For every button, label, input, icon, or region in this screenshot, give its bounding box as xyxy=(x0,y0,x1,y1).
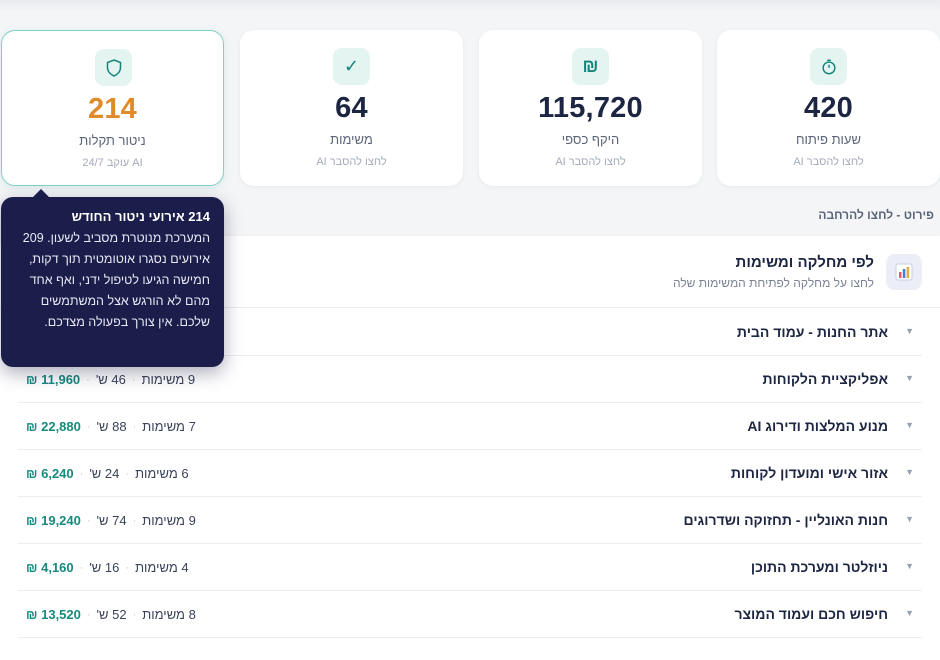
department-row[interactable]: ▼ חיפוש חכם ועמוד המוצר 13,520 ₪ · 52 ש'… xyxy=(18,591,922,638)
separator-dot: · xyxy=(86,514,91,527)
separator-dot: · xyxy=(79,561,84,574)
tooltip-title: 214 אירועי ניטור החודש xyxy=(71,209,210,224)
department-list: ▼ אתר החנות - עמוד הבית ▼ אפליקציית הלקו… xyxy=(18,309,922,638)
section-caption: פירוט - לחצו להרחבה xyxy=(818,208,934,222)
shield-icon xyxy=(95,49,132,86)
chevron-down-icon[interactable]: ▼ xyxy=(905,608,914,618)
department-stats: 22,880 ₪ · 88 ש' · 7 משימות xyxy=(26,419,196,434)
tooltip-body: המערכת מנוטרת מסביב לשעון. 209 אירועים נ… xyxy=(22,231,210,329)
department-tasks: 4 משימות xyxy=(135,560,189,575)
department-name: חיפוש חכם ועמוד המוצר xyxy=(734,606,888,622)
department-hours: 88 ש' xyxy=(96,419,127,434)
panel-header: לפי מחלקה ומשימות לחצו על מחלקה לפתיחת ה… xyxy=(0,236,940,308)
department-stats: 19,240 ₪ · 74 ש' · 9 משימות xyxy=(26,513,196,528)
department-tasks: 6 משימות xyxy=(135,466,189,481)
shekel-icon: ₪ xyxy=(572,48,609,85)
top-shade xyxy=(0,0,940,12)
kpi-card-money[interactable]: ₪ 115,720 היקף כספי לחצו להסבר AI xyxy=(479,30,702,186)
department-amount: 6,240 ₪ xyxy=(26,466,74,481)
separator-dot: · xyxy=(132,514,137,527)
chevron-down-icon[interactable]: ▼ xyxy=(905,514,914,524)
department-amount: 19,240 ₪ xyxy=(26,513,81,528)
department-tasks: 9 משימות xyxy=(141,372,196,387)
kpi-label: שעות פיתוח xyxy=(796,132,861,147)
department-hours: 52 ש' xyxy=(96,607,127,622)
panel-title: לפי מחלקה ומשימות xyxy=(735,254,874,271)
chevron-down-icon[interactable]: ▼ xyxy=(905,561,914,571)
separator-dot: · xyxy=(86,420,91,433)
department-stats: 11,960 ₪ · 46 ש' · 9 משימות xyxy=(26,372,195,387)
department-name: חנות האונליין - תחזוקה ושדרוגים xyxy=(683,512,888,528)
department-stats: 4,160 ₪ · 16 ש' · 4 משימות xyxy=(26,560,189,575)
department-name: אזור אישי ומועדון לקוחות xyxy=(730,465,888,481)
department-row[interactable]: ▼ חנות האונליין - תחזוקה ושדרוגים 19,240… xyxy=(18,497,922,544)
department-amount: 13,520 ₪ xyxy=(26,607,81,622)
department-tasks: 7 משימות xyxy=(142,419,196,434)
chevron-down-icon[interactable]: ▼ xyxy=(905,420,914,430)
department-stats: 6,240 ₪ · 24 ש' · 6 משימות xyxy=(26,466,189,481)
department-row[interactable]: ▼ ניוזלטר ומערכת התוכן 4,160 ₪ · 16 ש' ·… xyxy=(18,544,922,591)
chevron-down-icon[interactable]: ▼ xyxy=(905,373,914,383)
chevron-down-icon[interactable]: ▼ xyxy=(905,467,914,477)
department-name: אפליקציית הלקוחות xyxy=(762,371,888,387)
department-hours: 24 ש' xyxy=(89,466,120,481)
department-row[interactable]: ▼ אזור אישי ומועדון לקוחות 6,240 ₪ · 24 … xyxy=(18,450,922,497)
chevron-down-icon[interactable]: ▼ xyxy=(905,326,914,336)
kpi-value: 420 xyxy=(804,92,853,124)
separator-dot: · xyxy=(86,373,90,386)
separator-dot: · xyxy=(131,373,136,386)
separator-dot: · xyxy=(125,467,130,480)
kpi-ai-hint: לחצו להסבר AI xyxy=(793,156,864,168)
kpi-label: היקף כספי xyxy=(561,132,620,147)
kpi-value: 64 xyxy=(335,92,368,124)
department-tasks: 8 משימות xyxy=(142,607,196,622)
department-row[interactable]: ▼ אתר החנות - עמוד הבית xyxy=(18,309,922,356)
department-hours: 16 ש' xyxy=(89,560,120,575)
kpi-card-dev-hours[interactable]: 420 שעות פיתוח לחצו להסבר AI xyxy=(717,30,940,186)
department-row[interactable]: ▼ מנוע המלצות ודירוג AI 22,880 ₪ · 88 ש'… xyxy=(18,403,922,450)
bar-chart-icon xyxy=(886,254,922,290)
department-amount: 11,960 ₪ xyxy=(26,372,81,387)
check-icon: ✓ xyxy=(333,48,370,85)
stopwatch-icon xyxy=(810,48,847,85)
separator-dot: · xyxy=(86,608,91,621)
kpi-card-monitoring[interactable]: 214 ניטור תקלות AI עוקב 24/7 xyxy=(1,30,224,186)
department-tasks: 9 משימות xyxy=(142,513,196,528)
department-hours: 74 ש' xyxy=(96,513,127,528)
separator-dot: · xyxy=(79,467,84,480)
department-amount: 22,880 ₪ xyxy=(26,419,81,434)
department-hours: 46 ש' xyxy=(95,372,126,387)
kpi-value: 214 xyxy=(88,93,137,125)
kpi-cards: 420 שעות פיתוח לחצו להסבר AI ₪ 115,720 ה… xyxy=(0,30,940,186)
kpi-ai-hint: לחצו להסבר AI xyxy=(555,156,626,168)
department-amount: 4,160 ₪ xyxy=(26,560,74,575)
department-name: מנוע המלצות ודירוג AI xyxy=(747,418,888,434)
monitoring-tooltip: 214 אירועי ניטור החודש המערכת מנוטרת מסב… xyxy=(1,189,224,367)
kpi-label: משימות xyxy=(330,132,373,147)
panel-subtitle: לחצו על מחלקה לפתיחת המשימות שלה xyxy=(672,276,874,290)
department-stats: 13,520 ₪ · 52 ש' · 8 משימות xyxy=(26,607,196,622)
separator-dot: · xyxy=(125,561,130,574)
department-name: ניוזלטר ומערכת התוכן xyxy=(750,559,888,575)
kpi-ai-hint: AI עוקב 24/7 xyxy=(82,157,143,169)
department-row[interactable]: ▼ אפליקציית הלקוחות 11,960 ₪ · 46 ש' · 9… xyxy=(18,356,922,403)
kpi-card-tasks[interactable]: ✓ 64 משימות לחצו להסבר AI xyxy=(240,30,463,186)
separator-dot: · xyxy=(132,608,137,621)
kpi-value: 115,720 xyxy=(538,92,643,124)
kpi-ai-hint: לחצו להסבר AI xyxy=(316,156,387,168)
kpi-label: ניטור תקלות xyxy=(79,133,146,148)
separator-dot: · xyxy=(132,420,137,433)
department-name: אתר החנות - עמוד הבית xyxy=(736,324,888,340)
